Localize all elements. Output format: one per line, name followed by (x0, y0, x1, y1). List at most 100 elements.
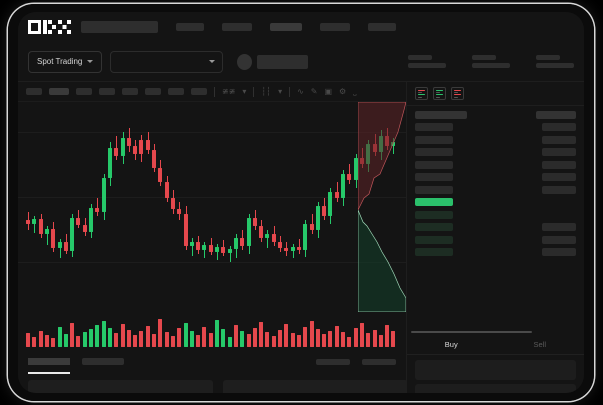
order-amount-field[interactable] (415, 384, 576, 393)
candle-wick (292, 244, 294, 258)
orders-section (18, 352, 408, 393)
camera-icon[interactable]: ▣ (324, 86, 333, 96)
candle-body (139, 140, 144, 154)
volume-bar (82, 332, 87, 347)
candle-body (240, 238, 245, 246)
interval-chip-4[interactable] (99, 88, 115, 95)
candle-body (303, 224, 308, 250)
orderbook-row[interactable] (415, 160, 576, 169)
interval-chip-2[interactable] (49, 88, 69, 95)
orderbook-row[interactable] (415, 135, 576, 144)
candle-body (202, 245, 207, 250)
volume-bar (158, 319, 163, 347)
candle-wick (298, 239, 300, 254)
interval-chip-3[interactable] (76, 88, 92, 95)
orders-panel-1[interactable] (28, 380, 213, 393)
settings-icon[interactable]: ⚙ (339, 86, 347, 96)
candle-body (328, 192, 333, 216)
volume-bar (309, 321, 314, 347)
candle-body (145, 140, 150, 150)
order-price-field[interactable] (415, 360, 576, 380)
chart-toolbar: ≇≇ ▾ ┆┆ ▾ ∿ ✎ ▣ ⚙ ⎵ (18, 82, 406, 102)
volume-bar (334, 326, 339, 347)
indicators-dropdown-icon[interactable]: ▾ (242, 86, 247, 96)
orderbook-row[interactable] (415, 123, 576, 132)
candle-body (296, 247, 301, 250)
chart-type-icon[interactable]: ┆┆ (261, 86, 272, 96)
candle-body (133, 146, 138, 154)
orderbook-row[interactable] (415, 210, 576, 219)
orders-panel-2[interactable] (223, 380, 408, 393)
volume-bar (341, 332, 345, 347)
orderbook[interactable] (407, 106, 584, 266)
pair-select[interactable] (110, 50, 224, 73)
volume-bar (133, 335, 138, 347)
candle-wick (46, 226, 48, 245)
tab-buy[interactable]: Buy (407, 335, 496, 354)
orderbook-scrollbar[interactable] (411, 331, 532, 333)
bottom-action-2[interactable] (362, 358, 396, 365)
volume-bar (70, 323, 75, 347)
interval-chip-1[interactable] (26, 88, 42, 95)
nav-item-3[interactable] (270, 23, 302, 31)
price-chart[interactable] (18, 102, 406, 352)
interval-chip-5[interactable] (122, 88, 138, 95)
bottom-tab-1[interactable] (28, 358, 70, 365)
line-tool-icon[interactable]: ∿ (297, 86, 304, 96)
fullscreen-icon[interactable]: ⎵ (353, 86, 357, 96)
orderbook-row[interactable] (415, 235, 576, 244)
volume-bar (265, 332, 270, 347)
gridline (18, 132, 406, 133)
orderbook-price (415, 173, 453, 181)
orderbook-row[interactable] (415, 248, 576, 257)
volume-bar (284, 324, 289, 347)
orderbook-price (415, 110, 467, 119)
volume-bar (63, 334, 68, 347)
search-input[interactable] (81, 21, 158, 33)
tab-sell-label: Sell (533, 340, 546, 349)
candle-body (259, 226, 264, 238)
orderbook-row[interactable] (415, 110, 576, 119)
candle-body (177, 209, 182, 214)
candle-body (170, 198, 175, 209)
orderbook-mode-icons (407, 82, 584, 106)
orderbook-mode-both-icon[interactable] (415, 87, 428, 100)
interval-chip-8[interactable] (191, 88, 207, 95)
trading-mode-label: Spot Trading (37, 57, 83, 66)
okx-logo-icon[interactable] (28, 20, 71, 34)
orderbook-row[interactable] (415, 198, 576, 207)
chart-type-dropdown-icon[interactable]: ▾ (278, 86, 283, 96)
orders-panels (28, 380, 408, 393)
stat-label (536, 55, 561, 60)
candle-wick (204, 242, 206, 258)
orderbook-row[interactable] (415, 223, 576, 232)
candle-body (215, 247, 219, 252)
candle-body (189, 242, 194, 246)
orderbook-row[interactable] (415, 173, 576, 182)
orderbook-mode-sell-icon[interactable] (451, 87, 464, 100)
pencil-icon[interactable]: ✎ (310, 86, 318, 96)
orderbook-price (415, 123, 453, 131)
volume-bar (126, 330, 131, 347)
interval-chip-6[interactable] (145, 88, 161, 95)
stat-label (408, 55, 433, 60)
nav-item-4[interactable] (320, 23, 350, 31)
candle-body (44, 229, 49, 234)
orderbook-row[interactable] (415, 148, 576, 157)
volume-bar (44, 335, 49, 347)
candle-body (95, 208, 100, 212)
bottom-tab-2[interactable] (82, 358, 124, 365)
indicators-icon[interactable]: ≇≇ (222, 86, 236, 96)
orders-tabs (18, 352, 406, 365)
orderbook-row[interactable] (415, 185, 576, 194)
trading-mode-select[interactable]: Spot Trading (28, 50, 103, 73)
interval-chip-7[interactable] (168, 88, 184, 95)
orderbook-mode-buy-icon[interactable] (433, 87, 446, 100)
orderbook-size (542, 223, 576, 231)
nav-item-5[interactable] (368, 23, 396, 31)
bottom-action-1[interactable] (316, 358, 350, 365)
nav-item-1[interactable] (176, 23, 204, 31)
tab-sell[interactable]: Sell (496, 335, 585, 354)
nav-item-2[interactable] (222, 23, 252, 31)
candle-body (26, 220, 30, 224)
